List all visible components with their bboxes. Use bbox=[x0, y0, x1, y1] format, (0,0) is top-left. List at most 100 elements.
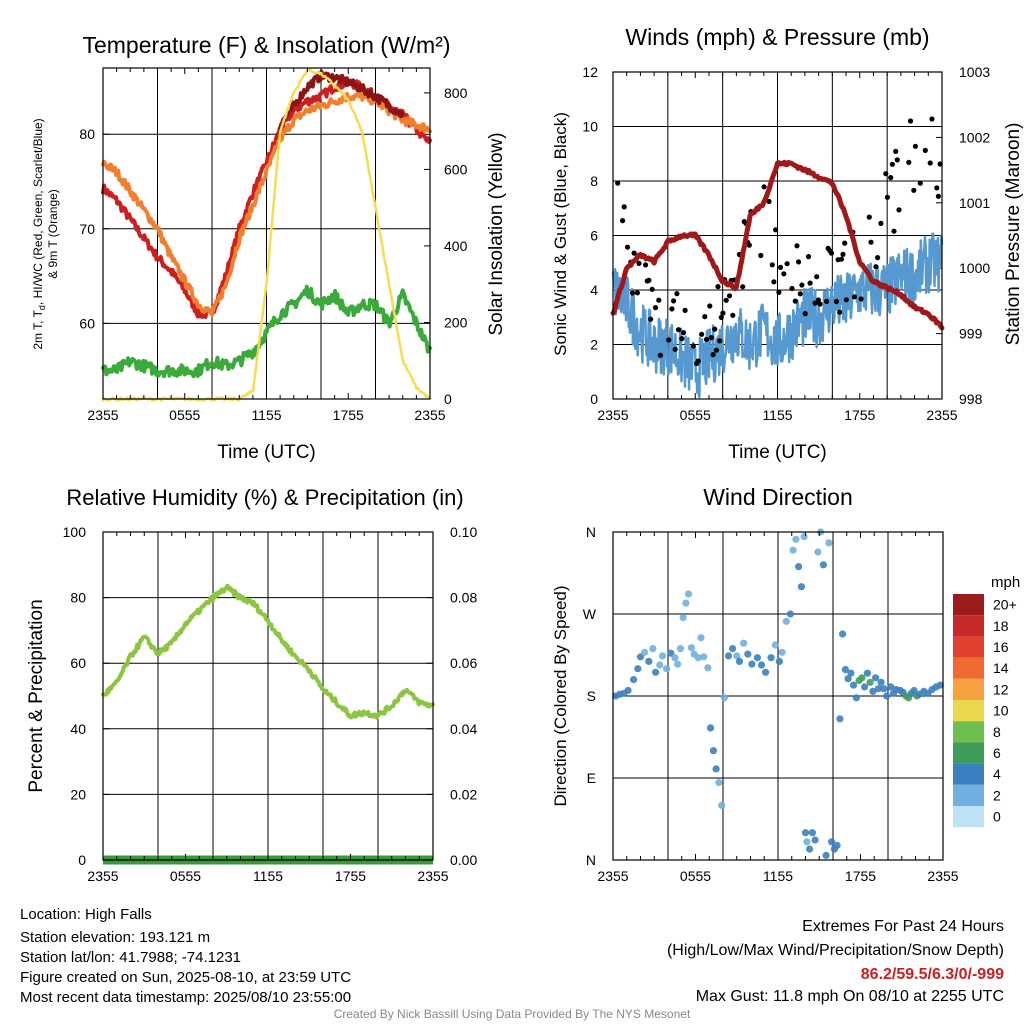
direction-point bbox=[833, 841, 841, 850]
direction-point bbox=[877, 678, 885, 686]
x-tick-label: 1755 bbox=[335, 868, 366, 884]
gust-point bbox=[868, 239, 874, 245]
colorbar-swatch bbox=[953, 594, 984, 616]
y-tick-label: 12 bbox=[582, 64, 598, 80]
colorbar-label: 2 bbox=[993, 787, 1001, 803]
gust-point bbox=[873, 264, 879, 270]
direction-point bbox=[707, 724, 715, 732]
direction-point bbox=[789, 546, 797, 554]
direction-point bbox=[797, 583, 806, 591]
direction-point bbox=[729, 645, 737, 653]
direction-point bbox=[709, 747, 718, 755]
direction-point bbox=[861, 683, 869, 691]
gust-point bbox=[891, 228, 897, 234]
gust-point bbox=[889, 161, 896, 167]
y2-tick-label: 1003 bbox=[959, 64, 990, 80]
direction-point bbox=[883, 692, 891, 700]
direction-point bbox=[819, 561, 828, 569]
location-text: Location: High Falls bbox=[20, 906, 152, 923]
direction-point bbox=[733, 652, 741, 660]
extremes-values: 86.2/59.5/6.3/0/-999 bbox=[860, 966, 1004, 983]
direction-point bbox=[671, 654, 679, 662]
gust-point bbox=[893, 148, 899, 154]
x-tick-label: 0555 bbox=[680, 407, 711, 423]
gust-point bbox=[771, 279, 777, 285]
gust-point bbox=[917, 180, 923, 186]
gust-point bbox=[646, 277, 652, 283]
gust-point bbox=[812, 300, 818, 306]
direction-point bbox=[767, 654, 775, 662]
max-gust-text: Max Gust: 11.8 mph On 08/10 at 2255 UTC bbox=[695, 988, 1004, 1005]
direction-point bbox=[887, 683, 895, 691]
direction-point bbox=[748, 660, 756, 668]
colorbar-swatch bbox=[953, 700, 984, 722]
y2-tick-label: 0.06 bbox=[450, 655, 477, 671]
direction-point bbox=[720, 694, 729, 702]
panel-1-ylabel: 2m T, Td, HI/WC (Red, Green, Scarlet/Blu… bbox=[31, 118, 47, 349]
gust-point bbox=[766, 198, 772, 205]
direction-point bbox=[825, 539, 833, 547]
gust-point bbox=[761, 184, 767, 190]
gust-point bbox=[615, 180, 621, 186]
x-tick-label: 1155 bbox=[762, 407, 792, 423]
gust-point bbox=[648, 316, 654, 322]
gust-point bbox=[896, 207, 902, 213]
gust-point bbox=[922, 147, 928, 153]
panel-2-y2label: Station Pressure (Maroon) bbox=[1003, 123, 1024, 346]
gust-point bbox=[672, 346, 678, 352]
panel-2-xlabel: Time (UTC) bbox=[728, 442, 827, 463]
colorbar-label: 0 bbox=[993, 809, 1001, 825]
gust-point bbox=[675, 327, 682, 333]
direction-point bbox=[778, 648, 786, 656]
gust-point bbox=[769, 262, 775, 268]
gust-point bbox=[652, 305, 659, 311]
colorbar-label: 12 bbox=[993, 681, 1009, 697]
gust-point bbox=[802, 311, 808, 317]
x-tick-label: 1755 bbox=[333, 407, 364, 423]
gust-point bbox=[866, 214, 872, 220]
y2-tick-label: 1001 bbox=[959, 195, 990, 211]
gust-point bbox=[805, 254, 812, 260]
gust-point bbox=[894, 157, 900, 163]
gust-point bbox=[911, 187, 917, 193]
x-tick-label: 2355 bbox=[597, 868, 628, 884]
gust-point bbox=[912, 143, 919, 149]
y-tick-label: 8 bbox=[590, 173, 598, 189]
gust-point bbox=[838, 256, 845, 262]
gust-point bbox=[666, 337, 672, 343]
gust-point bbox=[883, 171, 889, 177]
extremes-labels: (High/Low/Max Wind/Precipitation/Snow De… bbox=[666, 942, 1004, 959]
x-tick-label: 0555 bbox=[680, 868, 711, 884]
y2-tick-label: 998 bbox=[959, 391, 983, 407]
gust-point bbox=[906, 159, 912, 165]
direction-point bbox=[630, 676, 638, 684]
y2-tick-label: 800 bbox=[444, 85, 468, 101]
direction-point bbox=[847, 669, 855, 677]
gust-point bbox=[851, 294, 858, 300]
colorbar-swatch bbox=[953, 615, 984, 637]
gust-point bbox=[674, 291, 680, 297]
gust-point bbox=[815, 297, 822, 303]
direction-point bbox=[800, 533, 808, 541]
colorbar-label: 8 bbox=[993, 724, 1001, 740]
direction-point bbox=[872, 674, 880, 682]
colorbar-label: 14 bbox=[993, 660, 1009, 676]
direction-point bbox=[724, 652, 733, 660]
direction-point bbox=[718, 801, 726, 809]
gust-point bbox=[657, 352, 664, 358]
gust-point bbox=[695, 358, 701, 364]
direction-point bbox=[852, 694, 861, 702]
y-tick-label: 80 bbox=[79, 126, 95, 142]
y-tick-label: 80 bbox=[70, 590, 86, 606]
direction-point bbox=[822, 851, 830, 860]
y-tick-label: 70 bbox=[79, 221, 95, 237]
gust-point bbox=[712, 326, 718, 332]
colorbar-swatch bbox=[953, 763, 984, 785]
direction-point bbox=[836, 715, 844, 723]
gust-point bbox=[746, 242, 752, 248]
direction-point bbox=[663, 665, 671, 673]
gust-point bbox=[682, 307, 688, 313]
gust-point bbox=[649, 286, 655, 292]
gust-point bbox=[656, 297, 662, 303]
y2-tick-label: 200 bbox=[444, 314, 468, 330]
